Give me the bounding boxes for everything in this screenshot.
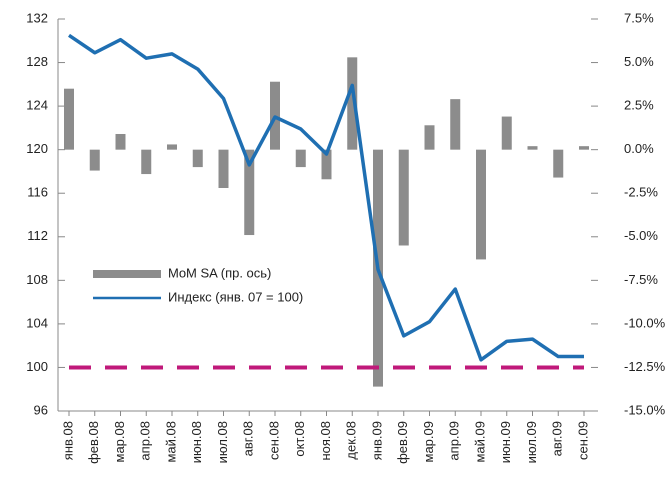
bar bbox=[64, 88, 74, 150]
bar bbox=[501, 116, 512, 150]
bar bbox=[115, 133, 126, 150]
legend-label: MoM SA (пр. ось) bbox=[168, 265, 271, 280]
x-tick-label: окт.08 bbox=[292, 421, 307, 457]
legend-swatch bbox=[93, 270, 161, 278]
x-tick-label: сен.09 bbox=[575, 421, 590, 460]
y2-tick-label: -5.0% bbox=[624, 228, 658, 243]
y-tick-label: 108 bbox=[26, 272, 48, 287]
y-tick-label: 96 bbox=[34, 402, 48, 417]
bar bbox=[218, 149, 229, 188]
x-tick-label: апр.08 bbox=[138, 421, 153, 461]
y-tick-label: 128 bbox=[26, 54, 48, 69]
y2-tick-label: 7.5% bbox=[624, 10, 654, 25]
x-tick-label: авг.09 bbox=[550, 421, 565, 456]
bar bbox=[553, 149, 564, 178]
x-tick-label: май.08 bbox=[163, 421, 178, 463]
x-tick-label: мар.08 bbox=[112, 421, 127, 462]
bar bbox=[192, 149, 203, 168]
legend-label: Индекс (янв. 07 = 100) bbox=[168, 289, 303, 304]
x-tick-label: мар.09 bbox=[421, 421, 436, 462]
bar bbox=[321, 149, 332, 180]
y2-tick-label: -7.5% bbox=[624, 272, 658, 287]
index-line bbox=[68, 33, 584, 362]
x-tick-label: янв.09 bbox=[369, 421, 384, 460]
y-tick-label: 100 bbox=[26, 359, 48, 374]
bar bbox=[244, 149, 255, 236]
y2-tick-label: -15.0% bbox=[624, 402, 666, 417]
y2-tick-label: -10.0% bbox=[624, 315, 666, 330]
x-tick-label: апр.09 bbox=[447, 421, 462, 461]
y-tick-label: 112 bbox=[27, 228, 48, 243]
bar bbox=[527, 146, 538, 150]
bar bbox=[347, 57, 358, 150]
x-tick-label: июл.09 bbox=[524, 421, 539, 463]
y2-tick-label: -12.5% bbox=[624, 359, 666, 374]
x-tick-label: дек.08 bbox=[344, 421, 359, 460]
y2-tick-label: -2.5% bbox=[624, 185, 658, 200]
x-tick-label: фев.08 bbox=[86, 421, 101, 464]
y2-tick-label: 5.0% bbox=[624, 54, 654, 69]
y-tick-label: 124 bbox=[26, 98, 48, 113]
y-tick-label: 104 bbox=[26, 315, 48, 330]
bar bbox=[141, 149, 152, 175]
bar bbox=[295, 149, 306, 168]
x-tick-label: июл.08 bbox=[215, 421, 230, 463]
y2-tick-label: 0.0% bbox=[624, 141, 654, 156]
x-tick-label: фев.09 bbox=[395, 421, 410, 464]
bar bbox=[398, 149, 409, 246]
bar bbox=[167, 144, 177, 150]
x-tick-label: сен.08 bbox=[266, 421, 281, 460]
bar bbox=[579, 146, 589, 150]
y-tick-label: 132 bbox=[26, 10, 48, 25]
y-tick-label: 120 bbox=[26, 141, 48, 156]
x-tick-label: июн.09 bbox=[498, 421, 513, 463]
x-tick-label: ноя.08 bbox=[318, 421, 333, 461]
x-tick-label: май.09 bbox=[472, 421, 487, 463]
x-tick-label: янв.08 bbox=[60, 421, 75, 460]
x-tick-label: июн.08 bbox=[189, 421, 204, 463]
bar bbox=[424, 125, 435, 150]
bar bbox=[89, 149, 100, 171]
y-tick-label: 116 bbox=[27, 185, 48, 200]
x-tick-label: авг.08 bbox=[241, 421, 256, 456]
y2-tick-label: 2.5% bbox=[624, 98, 654, 113]
bar bbox=[476, 149, 486, 260]
bar bbox=[450, 99, 461, 150]
